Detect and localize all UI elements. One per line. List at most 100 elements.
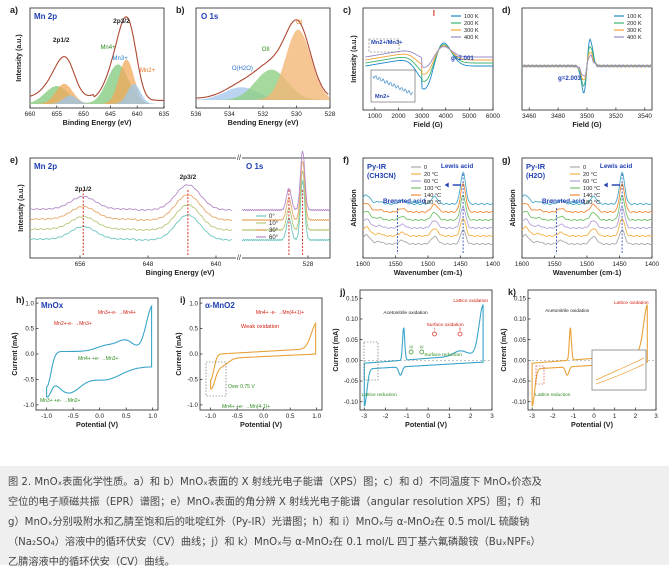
x-tick-label: -2 [383,413,389,420]
bronsted-acid-label: Brønsted acid [383,198,426,205]
panel-label: k) [508,287,516,297]
y-axis-label: Intensity (a.u.) [18,184,25,231]
lewis-acid-label: Lewis acid [600,163,632,170]
y-tick-label: 0.00 [514,358,527,365]
y-axis-label: Current (mA) [176,332,183,375]
panel-c: c) 1000 2000 3000 4000 5000 6000 Field (G) Inten… [343,5,501,129]
peak-marker-label: IV [420,345,424,350]
cv-curve [210,321,317,390]
reduction-note: Mn4+ +e- →Mn3+ [78,356,119,362]
x-tick-label: 2 [634,413,638,420]
y-tick-label: -0.5 [23,377,34,384]
ir-curve [362,218,494,237]
y-tick-label: 0.15 [346,295,359,302]
inset-label: Mn2+ [375,94,390,100]
shift-arrow-head [444,182,449,188]
ir-curve [521,182,653,213]
x-tick-label: 1.0 [312,413,321,420]
y-tick-label: 0.5 [25,326,34,333]
x-tick-label: 0.5 [286,413,295,420]
x-axis-label: Potential (V) [240,420,283,429]
xps-curve-o1s [241,160,331,222]
x-tick-label: -3 [529,413,535,420]
oh2o-component [196,87,330,100]
y-tick-label: 1.0 [25,300,34,307]
ir-curve [521,229,653,245]
panel-g: g) 1600 1550 1500 1450 1400 Wavenumber (cm-1) A… [502,155,660,277]
peak-marker-label: II [459,327,461,332]
legend-entry: 100 K [627,14,642,20]
x-tick-label: 1600 [515,261,530,268]
y-tick-label: -1.0 [23,402,34,409]
caption-line: 图 2. MnOₓ表面化学性质。a）和 b）MnOₓ表面的 X 射线光电子能谱（… [8,477,542,488]
x-tick-label: 640 [132,111,143,118]
caption-line: g）MnOₓ分别吸附水和乙腈至饱和后的吡啶红外（Py-IR）光谱图；h）和 i）… [8,517,530,528]
plot-frame [359,289,493,411]
oxidation-note: Mn2+-e- →Mn3+ [54,321,92,327]
xps-curve [29,204,233,231]
panel-label: a) [10,5,18,15]
x-tick-label: -0.5 [68,413,79,420]
y-tick-label: 0.15 [514,295,527,302]
x-axis-label: Binging Energy (eV) [146,268,215,277]
peak-label: 2p3/2 [180,174,197,181]
x-tick-label: 1400 [645,261,660,268]
x-tick-label: 2000 [391,113,406,120]
x-tick-label: 1 [448,413,452,420]
peak-marker-label: I [434,327,435,332]
x-tick-label: 1 [613,413,617,420]
x-tick-label: 1.0 [148,413,157,420]
lattice-reduction-note: Lattice reduction [535,392,571,398]
panel-label: h) [16,295,25,305]
acetonitrile-note: Acetonitrile oxidation [545,308,590,314]
panel-k: k) -3 -2 -1 0 1 2 3 0.15 0.10 0.05 0.00 -0.05 -0.10 Po… [501,287,658,429]
y-tick-label: -0.5 [187,377,198,384]
ir-curve [362,229,494,245]
plot-frame [527,289,657,411]
axis-break-gap [236,154,242,262]
x-tick-label: 0 [592,413,596,420]
panel-title: Mn 2p [34,12,57,21]
peak-marker [457,331,463,337]
x-tick-label: 536 [191,111,202,118]
zoom-box [535,365,545,385]
x-tick-label: -1 [404,413,410,420]
x-axis-label: Potential (V) [76,420,119,429]
panel-label: d) [502,5,511,15]
y-axis-label: Absorption [351,189,358,226]
plot-frame [29,7,165,109]
reduction-note: Mn4+ +e- →Mn(4-1)+ [222,404,270,410]
zoom-box [368,38,400,53]
legend-entry: 300 K [627,28,642,34]
x-tick-label: 3500 [580,113,595,120]
legend-entry: 140 °C [583,193,600,199]
peak-label: OI [296,20,303,26]
x-tick-label: 1550 [547,261,562,268]
axis-break-mark: // [237,255,241,262]
y-tick-label: 0.05 [514,337,527,344]
x-tick-label: 645 [105,111,116,118]
legend-entry: 180 °C [583,200,600,206]
panel-title: Py-IR [367,162,387,171]
x-tick-label: 3 [654,413,658,420]
xps-curve-o1s [241,170,331,232]
x-tick-label: 1450 [453,261,468,268]
peak-marker [432,331,437,337]
acetonitrile-note: Acetonitrile oxidation [383,310,428,316]
x-axis-label: Wavenumber (cm-1) [394,268,463,277]
panel-title: O 1s [201,12,219,21]
y-tick-label: -0.05 [344,378,359,385]
lattice-oxidation-note: Lattice oxidation [453,298,488,304]
legend-entry: 100 °C [424,186,441,192]
peak-marker [419,349,425,355]
peak-label: 2p3/2 [113,18,130,25]
y-tick-label: 0.05 [346,337,359,344]
x-tick-label: 1000 [368,113,383,120]
x-tick-label: 0.5 [122,413,131,420]
x-tick-label: 1450 [612,261,627,268]
epr-curve [365,46,493,68]
figure-caption: 图 2. MnOₓ表面化学性质。a）和 b）MnOₓ表面的 X 射线光电子能谱（… [0,466,669,568]
peak-label-mn4: Mn4+ [100,45,116,51]
reduction-note: Mn3+ +e- →Mn2+ [40,398,81,404]
fit-envelope [29,16,164,101]
